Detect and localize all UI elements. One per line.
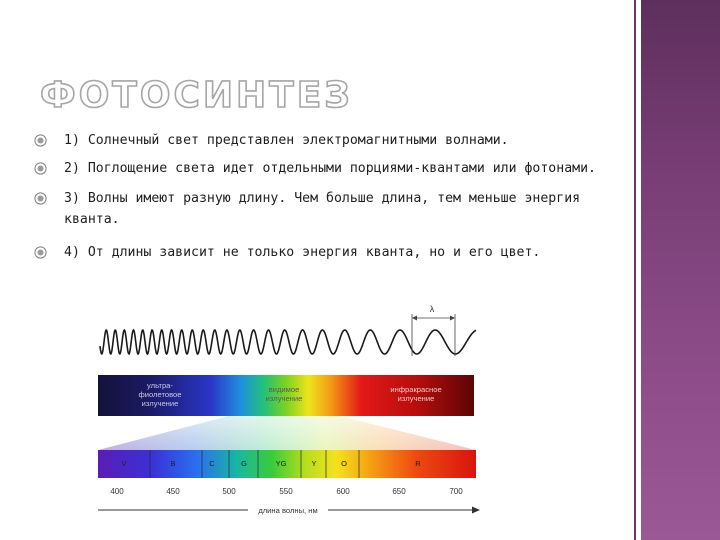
- axis-arrowhead: [472, 506, 480, 514]
- bullet-text: 1) Солнечный свет представлен электромаг…: [64, 133, 509, 148]
- side-decor-panel: [641, 0, 720, 540]
- bullet-item: 3) Волны имеют разную длину. Чем больше …: [34, 188, 624, 230]
- tick-label: 700: [449, 487, 463, 496]
- bullet-text: 4) От длины зависит не только энергия кв…: [64, 245, 541, 260]
- strip-letter: O: [341, 459, 347, 468]
- visible-spectrum-strip: [98, 450, 476, 478]
- target-bullet-icon: [34, 134, 47, 147]
- strip-letters: V B C G YG Y O R: [121, 459, 421, 468]
- uv-label-line1: ультра-: [147, 381, 173, 390]
- uv-label-line2: фиолетовое: [139, 390, 182, 399]
- strip-letter: YG: [276, 459, 287, 468]
- tick-label: 500: [222, 487, 236, 496]
- strip-letter: G: [241, 459, 247, 468]
- em-spectrum-band: [98, 375, 474, 416]
- visible-label-line2: излучение: [266, 394, 303, 403]
- slide-title: ФОТОСИНТЕЗ: [39, 74, 353, 117]
- tick-label: 650: [392, 487, 406, 496]
- target-bullet-icon: [34, 162, 47, 175]
- uv-label-line3: излучение: [142, 399, 179, 408]
- bullet-item: 4) От длины зависит не только энергия кв…: [34, 242, 624, 263]
- tick-label: 400: [110, 487, 124, 496]
- bullet-item: 2) Поглощение света идет отдельными порц…: [34, 158, 624, 179]
- wavelength-ticks: 400 450 500 550 600 650 700: [110, 487, 463, 496]
- strip-letter: R: [415, 459, 421, 468]
- ir-label-line1: инфракрасное: [390, 385, 441, 394]
- lambda-arrowhead-left: [412, 315, 417, 321]
- tick-label: 450: [166, 487, 180, 496]
- strip-letter: C: [209, 459, 215, 468]
- wave-curve: [99, 328, 477, 356]
- bullet-text: 2) Поглощение света идет отдельными порц…: [64, 161, 596, 176]
- axis-label: длина волны, нм: [258, 506, 317, 515]
- target-bullet-icon: [34, 192, 47, 205]
- tick-label: 600: [336, 487, 350, 496]
- strip-dividers: [149, 450, 360, 478]
- bullet-list: 1) Солнечный свет представлен электромаг…: [34, 130, 624, 263]
- side-divider: [634, 0, 636, 540]
- bullet-item: 1) Солнечный свет представлен электромаг…: [34, 130, 624, 151]
- strip-letter: B: [170, 459, 175, 468]
- visible-label-line1: видимое: [269, 385, 300, 394]
- lambda-arrowhead-right: [450, 315, 455, 321]
- projection-cone-fade: [98, 416, 476, 450]
- target-bullet-icon: [34, 246, 47, 259]
- strip-letter: Y: [311, 459, 316, 468]
- tick-label: 550: [279, 487, 293, 496]
- spectrum-figure: λ ультра- фиолетовое излучение видимое и…: [98, 304, 480, 516]
- strip-letter: V: [121, 459, 126, 468]
- axis-label-bg: [248, 503, 328, 516]
- bullet-text: 3) Волны имеют разную длину. Чем больше …: [64, 191, 581, 227]
- ir-label-line2: излучение: [398, 394, 435, 403]
- lambda-label: λ: [430, 304, 435, 314]
